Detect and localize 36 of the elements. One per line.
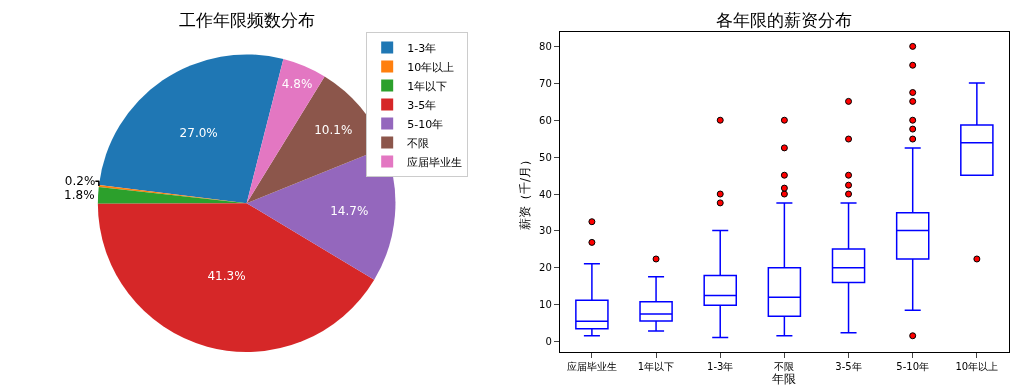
- y-tick-label: 20: [539, 262, 552, 274]
- y-tick-label: 70: [539, 77, 552, 89]
- data-label: 27.0%: [179, 126, 218, 141]
- x-tick-label: 3-5年: [835, 361, 862, 372]
- data-label: 4.8%: [281, 77, 313, 92]
- pie-slice: [97, 203, 375, 352]
- legend-label: 1-3年: [407, 41, 437, 55]
- y-tick-label: 40: [539, 188, 552, 200]
- y-tick-label: 10: [539, 299, 552, 311]
- x-tick-label: 10年以上: [955, 361, 999, 372]
- y-tick-label: 60: [539, 114, 552, 126]
- x-tick-label: 5-10年: [896, 361, 930, 372]
- legend-label: 1年以下: [407, 79, 448, 93]
- legend-label: 5-10年: [407, 117, 444, 131]
- data-label: 14.7%: [330, 204, 369, 219]
- x-tick-label: 不限: [774, 361, 795, 372]
- chart-title: 各年限的薪资分布: [716, 10, 852, 30]
- y-tick-label: 0: [545, 336, 552, 348]
- x-tick-label: 应届毕业生: [566, 361, 617, 372]
- y-tick-label: 30: [539, 225, 552, 237]
- legend-label: 不限: [407, 136, 430, 150]
- chart-title: 工作年限频数分布: [179, 10, 315, 30]
- legend-label: 应届毕业生: [407, 155, 463, 169]
- pie-slice: [98, 54, 284, 204]
- x-tick-label: 1-3年: [707, 361, 734, 372]
- data-label: 0.2%: [64, 174, 96, 189]
- data-label: 41.3%: [207, 269, 246, 284]
- y-tick-label: 50: [539, 151, 552, 163]
- y-tick-label: 80: [539, 40, 552, 52]
- data-label: 1.8%: [64, 188, 95, 203]
- y-axis-title: 薪资（千/月）: [518, 153, 533, 231]
- legend-label: 10年以上: [407, 60, 455, 74]
- legend-label: 3-5年: [407, 98, 437, 112]
- x-tick-label: 1年以下: [637, 361, 675, 372]
- data-label: 10.1%: [314, 123, 353, 137]
- x-axis-title: 年限: [772, 372, 797, 386]
